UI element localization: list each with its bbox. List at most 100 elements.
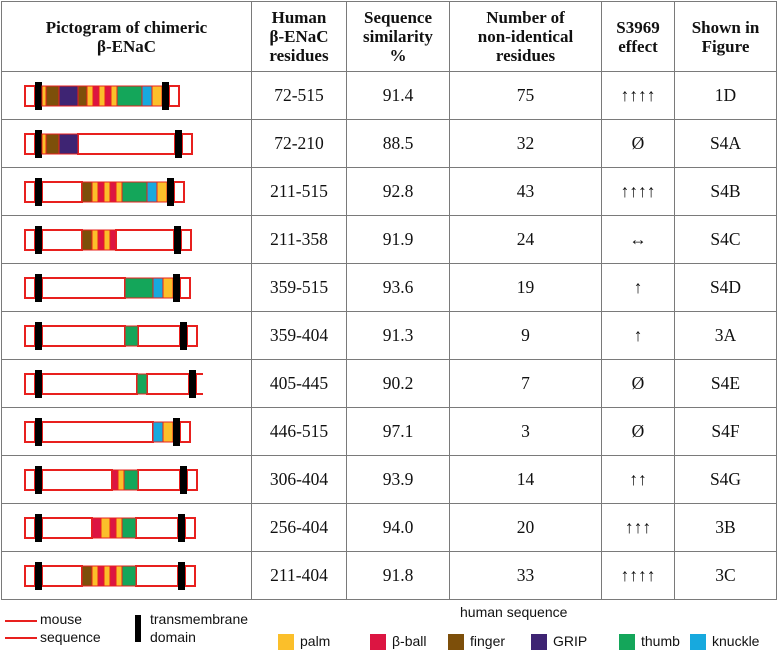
mouse-segment	[178, 276, 191, 299]
similarity-cell: 91.4	[346, 71, 450, 120]
legend-swatch	[278, 634, 294, 650]
palm-segment	[117, 469, 124, 490]
mouse-segment	[40, 516, 93, 539]
chimera-pictogram	[23, 225, 192, 254]
mouse-segment	[185, 324, 198, 347]
transmembrane-segment	[34, 273, 42, 302]
similarity-cell: 91.3	[346, 311, 450, 360]
legend-item-label: GRIP	[553, 633, 588, 649]
transmembrane-segment	[179, 465, 187, 494]
legend-human-sequence-title: human sequence	[460, 604, 568, 620]
transmembrane-legend-bar	[135, 615, 141, 642]
mouse-segment	[136, 468, 181, 491]
ball-segment	[92, 85, 99, 106]
effect-cell: ↑↑↑↑	[601, 551, 675, 600]
palm-segment	[115, 181, 122, 202]
thumb-segment	[121, 181, 147, 202]
mouse-segment	[194, 372, 203, 395]
figure-cell: S4F	[674, 407, 777, 456]
figure-cell: S4B	[674, 167, 777, 216]
transmembrane-segment	[161, 81, 169, 110]
nonidentical-cell: 9	[449, 311, 602, 360]
transmembrane-segment	[34, 129, 42, 158]
mouse-segment	[40, 276, 126, 299]
transmembrane-segment	[172, 417, 180, 446]
effect-cell: ↑	[601, 263, 675, 312]
mouse-segment	[23, 276, 36, 299]
residues-cell: 405-445	[251, 359, 347, 408]
thumb-segment	[136, 373, 147, 394]
palm-segment	[162, 421, 173, 442]
residues-cell: 256-404	[251, 503, 347, 552]
similarity-cell: 93.9	[346, 455, 450, 504]
mouse-segment	[40, 420, 154, 443]
effect-cell: ↑↑↑↑	[601, 71, 675, 120]
figure-cell: 3B	[674, 503, 777, 552]
legend-swatch	[619, 634, 635, 650]
residues-cell: 446-515	[251, 407, 347, 456]
palm-segment	[151, 85, 162, 106]
palm-segment	[91, 229, 98, 250]
chimera-pictogram	[23, 321, 198, 350]
mouse-segment	[145, 372, 190, 395]
figure-cell: 1D	[674, 71, 777, 120]
legend-transmembrane-label: transmembrane	[150, 611, 249, 627]
mouse-segment	[40, 372, 138, 395]
nonidentical-cell: 20	[449, 503, 602, 552]
mouse-segment	[134, 516, 179, 539]
table-row: 211-358 91.9 24 ↔ S4C	[1, 215, 777, 264]
palm-segment	[162, 277, 173, 298]
residues-cell: 359-404	[251, 311, 347, 360]
palm-segment	[41, 133, 46, 154]
mouse-segment	[23, 420, 36, 443]
transmembrane-segment	[177, 513, 185, 542]
mouse-segment	[23, 468, 36, 491]
ball-segment	[109, 181, 116, 202]
residues-cell: 359-515	[251, 263, 347, 312]
nonidentical-cell: 7	[449, 359, 602, 408]
mouse-segment	[23, 372, 36, 395]
nonidentical-cell: 75	[449, 71, 602, 120]
similarity-cell: 90.2	[346, 359, 450, 408]
chimera-table: Pictogram of chimeric β-ENaC Human β-ENaC r…	[1, 1, 777, 600]
effect-cell: ↑↑↑↑	[601, 167, 675, 216]
figure-cell: S4G	[674, 455, 777, 504]
similarity-cell: 91.9	[346, 215, 450, 264]
header-similarity: Sequence similarity%	[346, 1, 450, 72]
pictogram-cell	[1, 311, 252, 360]
transmembrane-segment	[34, 561, 42, 590]
figure-cell: 3C	[674, 551, 777, 600]
palm-segment	[100, 517, 110, 538]
legend-item-label: palm	[300, 633, 331, 649]
finger-segment	[45, 85, 59, 106]
thumb-segment	[121, 517, 136, 538]
transmembrane-segment	[34, 417, 42, 446]
transmembrane-segment	[34, 225, 42, 254]
table-row: 211-404 91.8 33 ↑↑↑↑ 3C	[1, 551, 777, 600]
pictogram-cell	[1, 119, 252, 168]
transmembrane-segment	[172, 273, 180, 302]
ball-segment	[109, 229, 116, 250]
nonidentical-cell: 14	[449, 455, 602, 504]
legend-swatch	[370, 634, 386, 650]
residues-cell: 211-515	[251, 167, 347, 216]
nonidentical-cell: 43	[449, 167, 602, 216]
legend-item-label: knuckle	[712, 633, 760, 649]
chimera-pictogram	[23, 561, 196, 590]
mouse-segment	[183, 516, 196, 539]
mouse-segment	[136, 324, 181, 347]
legend-mouse-label: mouse	[40, 611, 83, 627]
transmembrane-segment	[188, 369, 196, 398]
figure-cell: S4D	[674, 263, 777, 312]
mouse-segment	[40, 180, 83, 203]
legend-item-label: β-ball	[392, 633, 427, 649]
knuckle-segment	[152, 421, 163, 442]
table-row: 72-515 91.4 75 ↑↑↑↑ 1D	[1, 71, 777, 120]
nonidentical-cell: 19	[449, 263, 602, 312]
table-row: 359-404 91.3 9 ↑ 3A	[1, 311, 777, 360]
transmembrane-segment	[34, 321, 42, 350]
knuckle-segment	[141, 85, 152, 106]
pictogram-cell	[1, 167, 252, 216]
mouse-segment	[134, 564, 179, 587]
mouse-segment	[23, 228, 36, 251]
